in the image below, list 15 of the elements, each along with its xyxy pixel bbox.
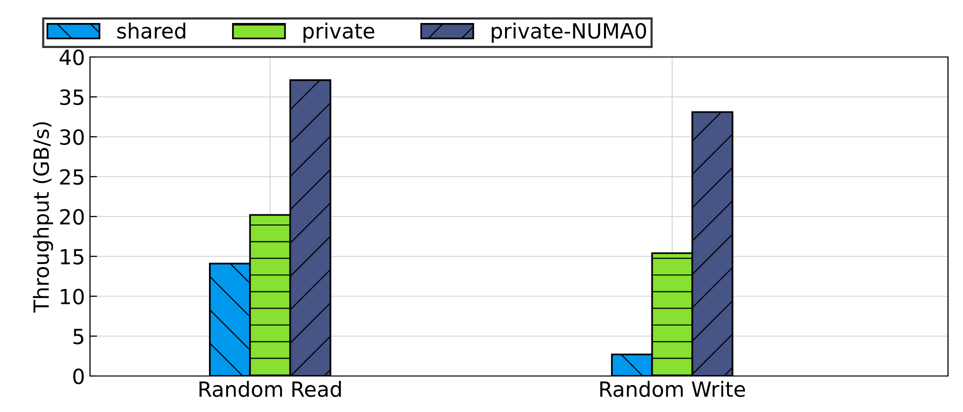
y-tick-label: 0 [73, 368, 84, 384]
x-tick-label: Random Read [200, 380, 341, 397]
y-tick-label: 25 [60, 169, 84, 185]
y-tick-label: 35 [60, 89, 84, 106]
y-tick-label: 10 [60, 288, 84, 304]
y-tick-label: 20 [60, 208, 84, 225]
y-tick-label: 40 [60, 49, 84, 66]
y-tick-label: 15 [60, 249, 84, 265]
legend-label: private [304, 22, 374, 43]
y-tick-label: 30 [60, 129, 84, 145]
legend-label: private-NUMA0 [492, 22, 646, 43]
x-tick-label: Random Write [600, 380, 746, 397]
y-tick-label: 5 [73, 328, 84, 344]
y-axis-title: Throughput (GB/s) [32, 122, 54, 313]
legend-label: shared [117, 22, 186, 39]
